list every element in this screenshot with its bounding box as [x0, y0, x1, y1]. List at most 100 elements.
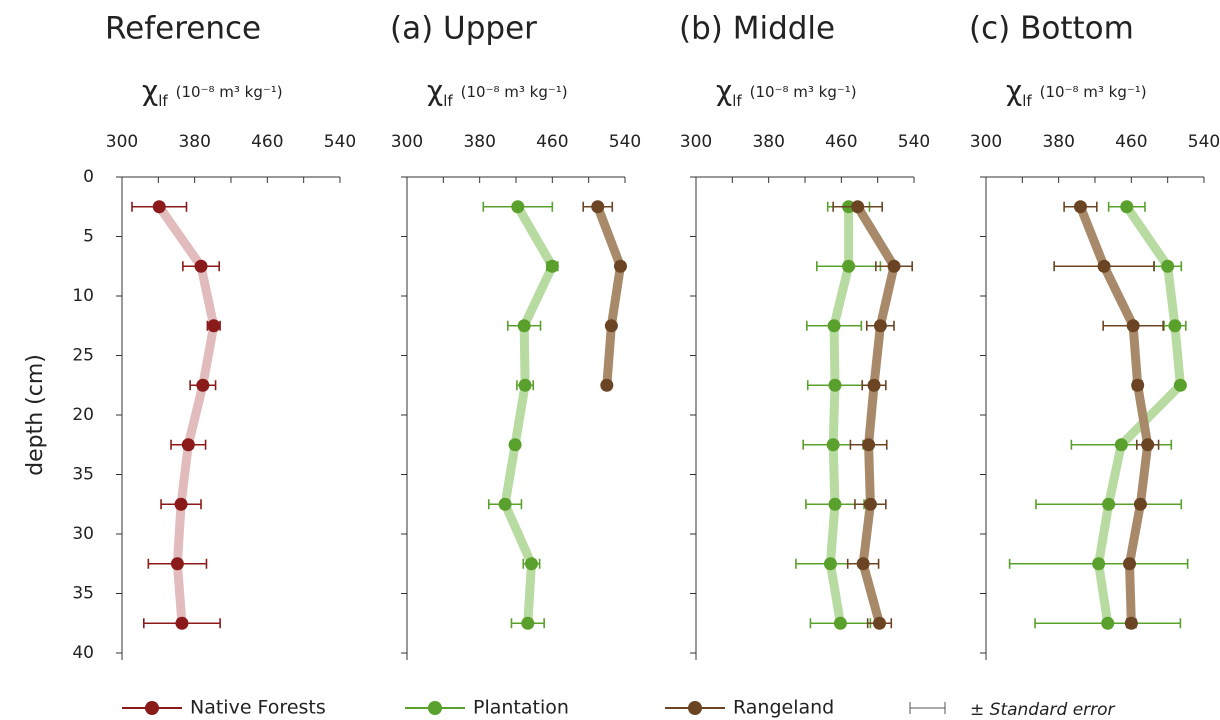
legend-marker — [145, 701, 159, 715]
series-line — [154, 202, 219, 628]
point — [856, 557, 870, 571]
unit: (10⁻⁸ m³ kg⁻¹) — [750, 83, 857, 101]
point — [833, 616, 847, 630]
symbol: χ — [142, 74, 158, 107]
point — [511, 200, 525, 214]
point — [826, 438, 840, 452]
point — [828, 378, 842, 392]
y-tick-label: 10 — [72, 286, 94, 306]
legend-marker — [688, 701, 702, 715]
point — [1173, 378, 1187, 392]
x-tick-label: 300 — [106, 132, 138, 152]
y-tick-label: 35 — [72, 465, 94, 485]
unit: (10⁻⁸ m³ kg⁻¹) — [176, 83, 283, 101]
point — [1123, 557, 1137, 571]
point — [518, 378, 532, 392]
point — [613, 259, 627, 273]
y-axis-label: depth (cm) — [23, 354, 48, 476]
point — [591, 200, 605, 214]
point — [1141, 438, 1155, 452]
point — [827, 319, 841, 333]
legend-label: Plantation — [473, 697, 569, 719]
x-tick-label: 460 — [536, 132, 568, 152]
point — [872, 616, 886, 630]
point — [498, 497, 512, 511]
point — [887, 259, 901, 273]
y-tick-label: 30 — [72, 524, 94, 544]
x-tick-label: 380 — [178, 132, 210, 152]
point — [1161, 259, 1175, 273]
x-tick-label: 380 — [463, 132, 495, 152]
symbol: χ — [716, 74, 732, 107]
series-line — [500, 202, 557, 628]
point — [1101, 616, 1115, 630]
point — [842, 259, 856, 273]
subscript: lf — [443, 92, 453, 110]
x-tick-label: 540 — [898, 132, 930, 152]
point — [1120, 200, 1134, 214]
point — [170, 557, 184, 571]
panel-title: Reference — [105, 11, 261, 47]
point — [194, 259, 208, 273]
point — [604, 319, 618, 333]
panel-title: (c) Bottom — [969, 11, 1134, 47]
point — [1092, 557, 1106, 571]
x-tick-label: 540 — [324, 132, 356, 152]
subscript: lf — [732, 92, 742, 110]
point — [873, 319, 887, 333]
point — [1126, 319, 1140, 333]
panel-title: (b) Middle — [679, 11, 835, 47]
unit: (10⁻⁸ m³ kg⁻¹) — [1040, 83, 1147, 101]
x-axis-label: χlf (10⁻⁸ m³ kg⁻¹) — [142, 74, 283, 110]
y-tick-label: 35 — [72, 584, 94, 604]
point — [175, 616, 189, 630]
y-tick-label: 25 — [72, 346, 94, 366]
point — [545, 259, 559, 273]
subscript: lf — [1022, 92, 1032, 110]
point — [508, 438, 522, 452]
x-axis-label: χlf (10⁻⁸ m³ kg⁻¹) — [716, 74, 857, 110]
panel-title: (a) Upper — [390, 11, 537, 47]
point — [867, 378, 881, 392]
y-tick-label: 20 — [72, 405, 94, 425]
x-tick-label: 540 — [609, 132, 641, 152]
series-line — [853, 202, 899, 628]
point — [1097, 259, 1111, 273]
point — [1073, 200, 1087, 214]
x-tick-label: 380 — [752, 132, 784, 152]
legend-note: ± Standard error — [970, 700, 1116, 720]
y-tick-label: 40 — [72, 643, 94, 663]
point — [828, 497, 842, 511]
x-tick-label: 460 — [825, 132, 857, 152]
legend-marker — [428, 701, 442, 715]
series-line — [593, 202, 625, 390]
unit: (10⁻⁸ m³ kg⁻¹) — [461, 83, 568, 101]
point — [152, 200, 166, 214]
y-tick-label: 5 — [83, 227, 94, 247]
point — [1133, 497, 1147, 511]
x-tick-label: 540 — [1188, 132, 1220, 152]
point — [863, 497, 877, 511]
point — [521, 616, 535, 630]
x-tick-label: 380 — [1042, 132, 1074, 152]
x-axis-label: χlf (10⁻⁸ m³ kg⁻¹) — [1006, 74, 1147, 110]
x-tick-label: 300 — [970, 132, 1002, 152]
y-tick-label: 0 — [83, 167, 94, 187]
point — [174, 497, 188, 511]
series-line — [825, 202, 854, 628]
point — [517, 319, 531, 333]
x-tick-label: 460 — [251, 132, 283, 152]
subscript: lf — [158, 92, 168, 110]
point — [1102, 497, 1116, 511]
point — [1131, 378, 1145, 392]
x-tick-label: 460 — [1115, 132, 1147, 152]
symbol: χ — [427, 74, 443, 107]
point — [181, 438, 195, 452]
legend-label: Native Forests — [190, 697, 326, 719]
point — [851, 200, 865, 214]
point — [196, 378, 210, 392]
point — [1114, 438, 1128, 452]
x-axis-label: χlf (10⁻⁸ m³ kg⁻¹) — [427, 74, 568, 110]
x-tick-label: 300 — [680, 132, 712, 152]
